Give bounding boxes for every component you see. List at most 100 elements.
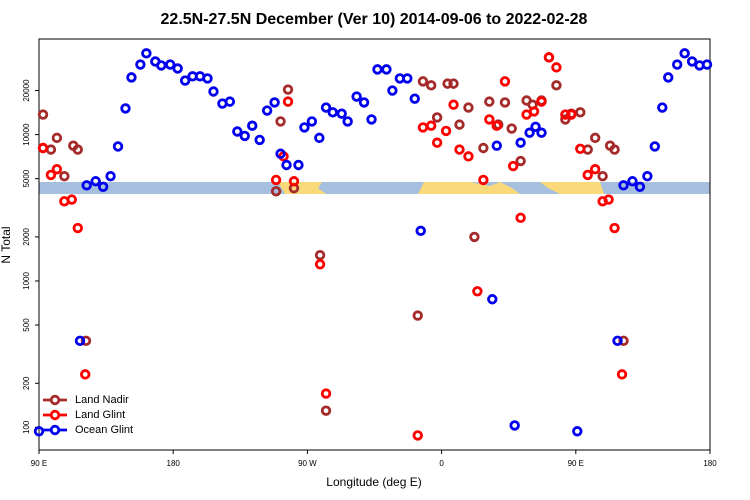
point <box>448 99 459 110</box>
point <box>454 119 465 130</box>
point <box>320 405 332 416</box>
point <box>351 91 362 102</box>
point <box>515 155 526 167</box>
y-axis-label: N Total <box>0 226 13 263</box>
point <box>627 176 638 187</box>
legend-marker <box>49 394 61 406</box>
point <box>575 107 586 118</box>
y-tick-label: 1000 <box>22 272 31 290</box>
point <box>202 73 213 84</box>
point <box>320 102 332 113</box>
point <box>543 52 555 63</box>
legend-label: Land Glint <box>75 409 125 421</box>
point <box>409 93 420 104</box>
point <box>431 137 443 148</box>
legend-marker <box>49 424 61 436</box>
point <box>575 143 586 154</box>
point <box>478 174 489 186</box>
point <box>417 76 429 87</box>
point <box>269 97 280 108</box>
point <box>412 310 423 321</box>
point <box>135 59 146 70</box>
x-tick-label: 0 <box>439 459 444 468</box>
point <box>402 73 413 84</box>
point <box>336 108 347 119</box>
point <box>463 102 474 113</box>
point <box>612 335 623 347</box>
point <box>275 116 286 127</box>
point <box>208 86 219 97</box>
point <box>589 164 601 175</box>
point <box>642 170 653 182</box>
point <box>247 120 258 131</box>
point <box>618 180 629 191</box>
point <box>126 72 137 83</box>
point <box>45 169 57 181</box>
point <box>366 114 377 125</box>
point <box>415 225 426 237</box>
point <box>281 159 292 171</box>
point <box>634 181 646 192</box>
legend-label: Land Nadir <box>75 394 129 406</box>
point <box>306 116 318 127</box>
point <box>314 259 326 270</box>
point <box>327 107 338 118</box>
point <box>282 96 294 107</box>
point <box>431 112 443 123</box>
point <box>469 231 480 243</box>
point <box>572 426 583 437</box>
chart-title: 22.5N-27.5N December (Ver 10) 2014-09-06… <box>161 11 588 28</box>
point <box>314 249 326 261</box>
point <box>491 140 502 151</box>
point <box>472 286 483 297</box>
y-tick-label: 5000 <box>22 169 31 187</box>
point <box>45 144 57 155</box>
point <box>663 72 674 83</box>
point <box>686 56 698 67</box>
point <box>358 97 370 108</box>
point <box>560 109 571 120</box>
y-tick-label: 100 <box>22 420 31 434</box>
point <box>560 114 571 125</box>
point <box>616 369 628 380</box>
point <box>80 369 91 380</box>
point <box>618 335 629 347</box>
x-tick-label: 90 E <box>568 459 584 468</box>
point <box>59 170 70 182</box>
point <box>282 84 294 95</box>
point <box>320 388 332 399</box>
point <box>551 62 562 73</box>
point <box>701 59 713 70</box>
point <box>254 134 265 146</box>
point <box>609 222 620 234</box>
point <box>33 426 45 437</box>
point <box>72 222 83 234</box>
point <box>51 132 63 144</box>
point <box>454 144 465 155</box>
point <box>81 180 92 191</box>
point <box>37 142 49 154</box>
point <box>448 78 459 89</box>
point <box>172 63 183 74</box>
point <box>387 85 398 96</box>
point <box>491 120 502 131</box>
point <box>417 122 429 133</box>
point <box>74 335 86 347</box>
point <box>412 430 423 441</box>
point <box>536 127 547 138</box>
point <box>112 141 124 152</box>
point <box>671 59 683 70</box>
point <box>484 114 495 125</box>
point <box>372 64 383 75</box>
point <box>463 151 474 162</box>
point <box>66 194 78 205</box>
point <box>105 170 116 182</box>
point <box>425 120 437 131</box>
point <box>141 48 152 59</box>
point <box>275 148 286 159</box>
point <box>506 123 517 134</box>
y-tick-label: 20000 <box>22 79 31 102</box>
point <box>299 122 310 133</box>
point <box>551 80 562 91</box>
point <box>51 164 63 175</box>
